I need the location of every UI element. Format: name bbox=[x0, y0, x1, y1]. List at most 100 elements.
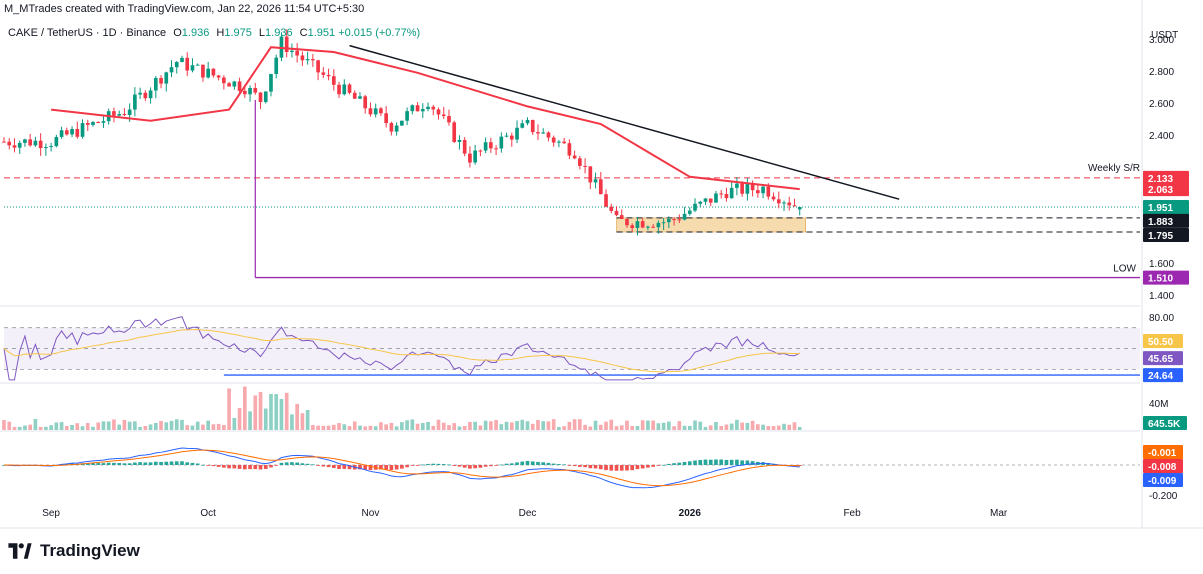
volume-bar bbox=[248, 411, 252, 430]
candle-body bbox=[578, 158, 582, 166]
candle-body bbox=[651, 226, 655, 228]
volume-bar bbox=[258, 391, 263, 430]
macd-histogram-bar bbox=[719, 459, 724, 465]
candle-body bbox=[572, 155, 577, 159]
macd-histogram-bar bbox=[714, 459, 718, 465]
price-tick-label: 2.800 bbox=[1149, 67, 1174, 78]
volume-bar bbox=[91, 426, 95, 430]
candle-body bbox=[776, 199, 781, 204]
price-tick-label: 3.000 bbox=[1149, 35, 1174, 46]
volume-bar bbox=[23, 425, 27, 430]
symbol-title[interactable]: CAKE / TetherUS · 1D · Binance bbox=[8, 27, 167, 39]
rsi-price-tag bbox=[1143, 334, 1183, 349]
chart-header: M_MTrades created with TradingView.com, … bbox=[4, 3, 364, 15]
candle-body bbox=[724, 194, 729, 199]
candle-body bbox=[797, 207, 802, 210]
volume-bar bbox=[483, 420, 488, 430]
candle-body bbox=[604, 194, 608, 207]
candle-body bbox=[745, 183, 750, 194]
macd-histogram-bar bbox=[504, 463, 509, 465]
macd-histogram-bar bbox=[656, 465, 661, 466]
volume-bar bbox=[693, 420, 697, 430]
time-tick-label: Sep bbox=[42, 508, 60, 519]
volume-bar bbox=[457, 426, 462, 430]
macd-histogram-bar bbox=[195, 463, 200, 465]
candle-body bbox=[504, 135, 509, 137]
volume-bar bbox=[159, 420, 163, 430]
currency-label: USDT bbox=[1151, 30, 1178, 41]
macd-histogram-bar bbox=[593, 465, 598, 469]
candle-body bbox=[33, 140, 38, 146]
macd-histogram-bar bbox=[138, 462, 142, 465]
candle-body bbox=[363, 96, 368, 109]
candle-body bbox=[232, 81, 237, 87]
volume-bar bbox=[54, 422, 59, 430]
candle-body bbox=[646, 226, 650, 228]
candle-body bbox=[122, 114, 127, 116]
macd-histogram-bar bbox=[326, 465, 331, 468]
volume-bar bbox=[363, 426, 368, 430]
volume-bar bbox=[797, 426, 802, 430]
volume-bar bbox=[384, 424, 388, 430]
volume-bar bbox=[504, 421, 509, 430]
volume-bar bbox=[185, 425, 190, 430]
macd-histogram-bar bbox=[321, 465, 326, 467]
volume-bar bbox=[237, 407, 242, 430]
candle-body bbox=[326, 74, 331, 77]
macd-histogram-bar bbox=[331, 465, 336, 468]
volume-bar bbox=[687, 425, 692, 430]
price-tag-label: 1.883 bbox=[1148, 217, 1173, 228]
macd-histogram-bar bbox=[583, 465, 587, 468]
candle-body bbox=[185, 57, 190, 71]
macd-price-tag-label: -0.009 bbox=[1148, 476, 1177, 487]
macd-histogram-bar bbox=[347, 465, 352, 470]
volume-bar bbox=[640, 420, 645, 430]
candle-body bbox=[740, 183, 744, 194]
volume-bar bbox=[447, 425, 451, 430]
candle-body bbox=[682, 213, 687, 220]
candle-body bbox=[656, 222, 661, 228]
volume-bar bbox=[295, 403, 299, 430]
macd-histogram-bar bbox=[441, 464, 446, 465]
volume-bar bbox=[766, 426, 771, 430]
candle-body bbox=[358, 96, 362, 99]
volume-bar bbox=[206, 420, 210, 430]
macd-histogram-bar bbox=[677, 462, 682, 465]
candle-body bbox=[237, 81, 242, 91]
moving-average-line bbox=[51, 46, 800, 191]
macd-histogram-bar bbox=[284, 462, 289, 465]
candle-body bbox=[530, 120, 535, 133]
candle-body bbox=[420, 109, 425, 112]
macd-histogram-bar bbox=[311, 464, 315, 466]
macd-histogram-bar bbox=[473, 465, 477, 469]
macd-histogram-bar bbox=[614, 465, 619, 471]
macd-histogram-bar bbox=[389, 465, 394, 470]
volume-bar bbox=[49, 425, 53, 430]
tradingview-brand[interactable]: TradingView bbox=[6, 541, 140, 561]
candle-body bbox=[509, 135, 514, 140]
candle-body bbox=[426, 106, 430, 110]
volume-bar bbox=[253, 395, 258, 430]
macd-histogram-bar bbox=[609, 465, 614, 471]
time-tick-label: Oct bbox=[200, 508, 216, 519]
volume-bar bbox=[431, 425, 436, 430]
volume-bar bbox=[703, 426, 708, 430]
volume-bar bbox=[64, 426, 69, 430]
macd-histogram-bar bbox=[242, 465, 247, 470]
volume-bar bbox=[782, 423, 786, 430]
candle-body bbox=[143, 92, 148, 99]
candle-body bbox=[714, 193, 718, 203]
volume-bar bbox=[148, 424, 153, 430]
macd-tick-label: -0.200 bbox=[1149, 491, 1178, 502]
macd-histogram-bar bbox=[206, 465, 210, 466]
macd-histogram-bar bbox=[745, 460, 750, 465]
macd-price-tag bbox=[1143, 445, 1183, 459]
candle-body bbox=[672, 219, 676, 221]
volume-bar bbox=[143, 425, 148, 430]
macd-histogram-bar bbox=[682, 461, 687, 465]
volume-bar bbox=[410, 419, 415, 430]
volume-bar bbox=[415, 423, 420, 430]
macd-histogram-bar bbox=[190, 462, 195, 465]
macd-histogram-bar bbox=[651, 465, 655, 467]
